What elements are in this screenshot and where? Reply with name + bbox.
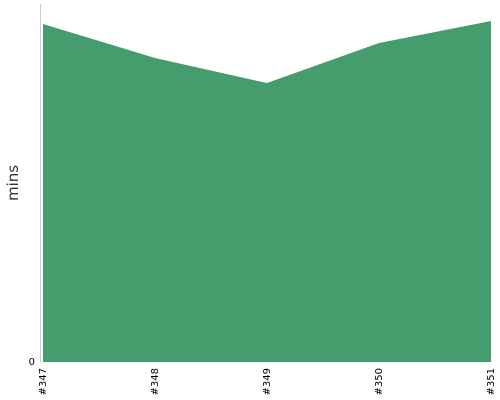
x-tick-label: #351 (486, 368, 497, 395)
area-series (43, 21, 491, 362)
x-axis-ticks: #347 #348 #349 #350 #351 (38, 368, 497, 395)
x-tick-label: #350 (374, 368, 385, 395)
x-tick-label: #348 (150, 368, 161, 395)
x-tick-label: #347 (38, 368, 49, 395)
plot-area (43, 21, 491, 362)
y-tick-label: 0 (29, 357, 35, 368)
y-axis-ticks: 0 (29, 357, 35, 368)
x-tick-label: #349 (262, 368, 273, 395)
y-axis-label: mins (4, 165, 22, 201)
